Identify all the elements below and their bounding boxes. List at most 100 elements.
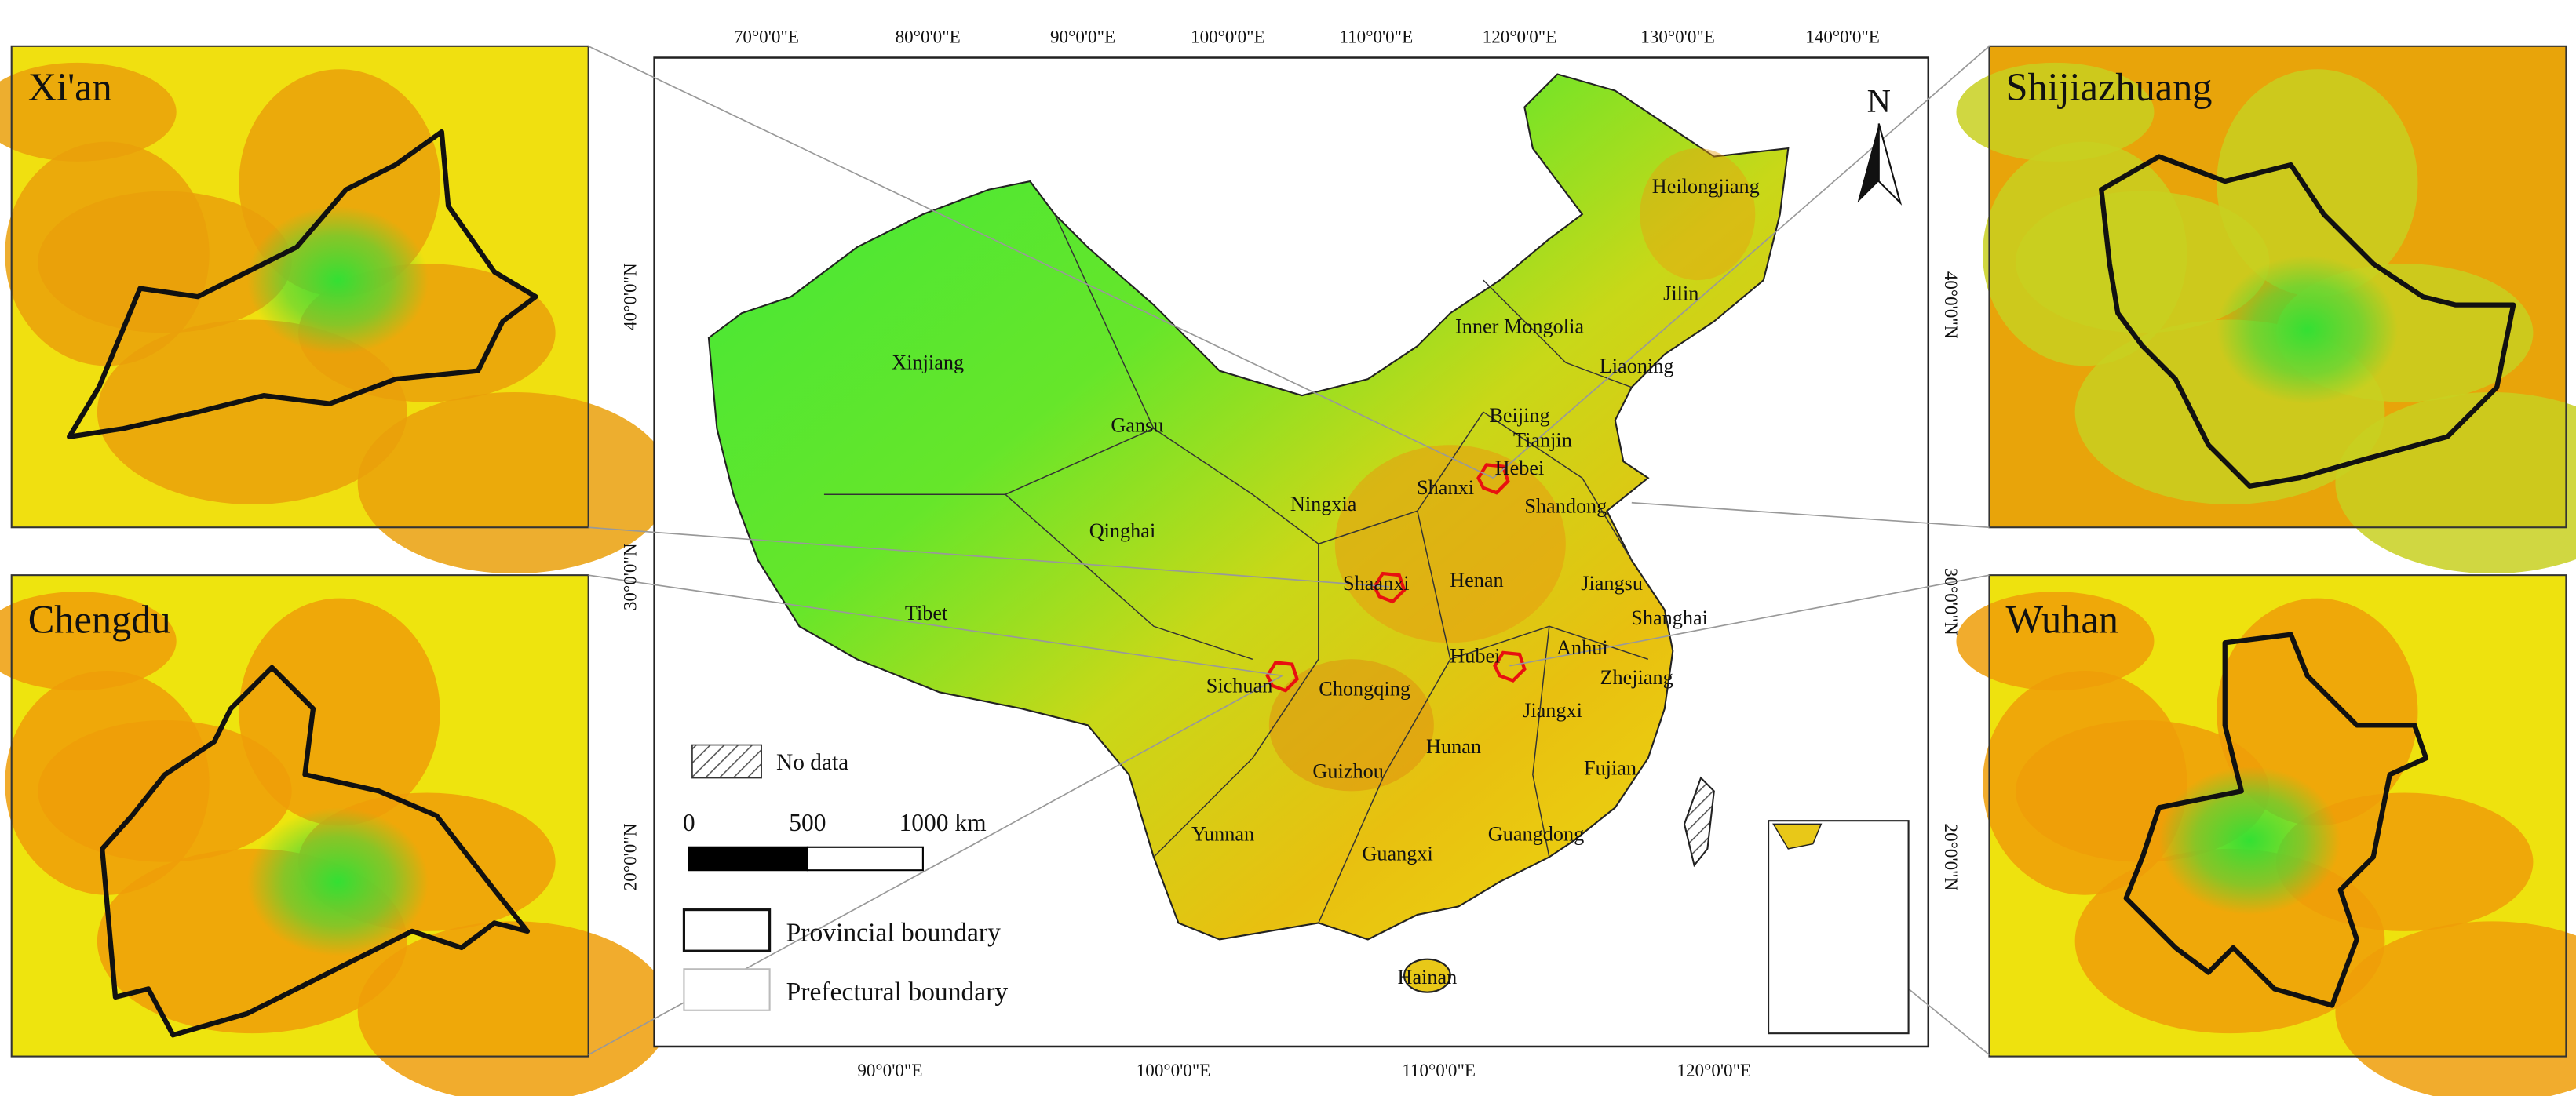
scale-bar-black <box>688 846 808 872</box>
north-arrow <box>1857 123 1879 203</box>
legend-label: Prefectural boundary <box>786 978 1009 1007</box>
province-label: Shaanxi <box>1343 572 1410 595</box>
province-label: Guangxi <box>1362 843 1432 865</box>
province-label: Liaoning <box>1600 355 1674 377</box>
city-outline <box>1493 650 1527 683</box>
longitude-label: 110°0'0"E <box>1339 27 1413 47</box>
province-label: Fujian <box>1584 756 1636 779</box>
city-boundary <box>2099 154 2516 489</box>
north-arrow <box>1877 123 1903 206</box>
province-label: Henan <box>1450 569 1504 592</box>
hainan <box>1403 958 1451 993</box>
scale-bar-white <box>806 846 924 872</box>
province-label: Shandong <box>1524 494 1607 517</box>
inset-title: Wuhan <box>2005 598 2118 642</box>
taiwan <box>1683 776 1715 868</box>
longitude-label: 70°0'0"E <box>734 27 799 47</box>
urban-area <box>2217 255 2399 404</box>
province-label: Beijing <box>1489 404 1549 427</box>
connector-line <box>1492 46 1990 479</box>
provincial-boundary <box>1483 279 1633 388</box>
province-label: Ningxia <box>1290 493 1357 515</box>
provincial-boundary <box>1483 411 1633 561</box>
city-boundary <box>67 129 538 439</box>
longitude-label: 110°0'0"E <box>1402 1060 1476 1080</box>
scs-inset <box>1768 820 1910 1035</box>
urban-area <box>2158 766 2341 915</box>
terrain-patch <box>5 671 210 895</box>
province-label: Guangdong <box>1488 822 1584 845</box>
provincial-swatch <box>682 908 772 952</box>
connector-line <box>1509 574 1990 667</box>
province-label: Zhejiang <box>1600 666 1673 689</box>
legend-label: Provincial boundary <box>786 919 1002 948</box>
latitude-label: 30°0'0"N <box>620 543 640 610</box>
urban-area <box>246 206 429 355</box>
city-outline <box>1476 463 1510 495</box>
connector-line <box>588 526 1390 588</box>
terrain-patch <box>2217 69 2418 297</box>
terrain-patch <box>2335 921 2576 1096</box>
inset-frame <box>1988 574 2567 1058</box>
terrain-patch <box>1983 141 2187 366</box>
longitude-label: 120°0'0"E <box>1483 27 1557 47</box>
province-label: Inner Mongolia <box>1455 315 1584 337</box>
terrain-patch <box>0 62 177 162</box>
province-label: Gansu <box>1111 413 1163 436</box>
province-label: Tibet <box>905 602 948 624</box>
province-label: Hunan <box>1426 735 1481 758</box>
province-label: Jiangxi <box>1523 699 1582 722</box>
terrain-patch <box>1640 148 1756 281</box>
city-boundary <box>2123 632 2429 1008</box>
inset-title: Chengdu <box>28 598 171 642</box>
terrain-patch <box>1956 592 2155 691</box>
province-label: Jilin <box>1663 282 1698 304</box>
inset-frame <box>10 45 589 529</box>
provincial-boundary <box>1532 626 1550 858</box>
connector-line <box>588 46 1494 479</box>
scale-label: 500 <box>789 809 826 836</box>
province-label: Sichuan <box>1206 674 1273 697</box>
city-outline <box>1265 661 1299 693</box>
scale-label: 0 <box>683 809 695 836</box>
north-label: N <box>1867 84 1891 120</box>
city-boundary <box>100 665 531 1038</box>
province-label: Qinghai <box>1089 519 1156 542</box>
terrain-patch <box>1956 62 2155 162</box>
inset-title: Shijiazhuang <box>2005 65 2212 109</box>
longitude-label: 120°0'0"E <box>1677 1060 1751 1080</box>
longitude-label: 100°0'0"E <box>1137 1060 1211 1080</box>
terrain-patch <box>0 592 177 691</box>
longitude-label: 90°0'0"E <box>857 1060 922 1080</box>
scs-land <box>1772 823 1823 850</box>
provincial-boundary <box>1005 493 1253 660</box>
longitude-label: 80°0'0"E <box>896 27 961 47</box>
china-land <box>707 73 1790 941</box>
prefectural-swatch <box>683 968 771 1011</box>
province-label: Hubei <box>1450 644 1500 667</box>
provincial-boundary <box>1252 411 1484 545</box>
terrain-patch <box>1983 671 2187 895</box>
latitude-label: 20°0'0"N <box>620 823 640 890</box>
province-label: Hainan <box>1398 966 1458 989</box>
terrain-patch <box>1334 445 1566 643</box>
scale-label: 1000 km <box>899 809 987 836</box>
latitude-label: 40°0'0"N <box>1941 271 1961 339</box>
provincial-boundary <box>1153 544 1319 858</box>
province-label: Xinjiang <box>892 351 964 374</box>
province-label: Shanghai <box>1631 606 1708 629</box>
longitude-label: 100°0'0"E <box>1191 27 1265 47</box>
province-label: Jiangsu <box>1581 572 1643 595</box>
province-label: Guizhou <box>1312 760 1383 783</box>
urban-area <box>246 807 429 956</box>
inset-frame <box>10 574 589 1058</box>
connector-line <box>1908 988 1990 1056</box>
connector-line <box>588 574 1283 677</box>
province-label: Anhui <box>1556 636 1608 659</box>
terrain-patch <box>357 921 671 1096</box>
latitude-label: 30°0'0"N <box>1941 568 1961 635</box>
inset-frame <box>1988 45 2567 529</box>
provincial-boundary <box>1318 511 1451 923</box>
